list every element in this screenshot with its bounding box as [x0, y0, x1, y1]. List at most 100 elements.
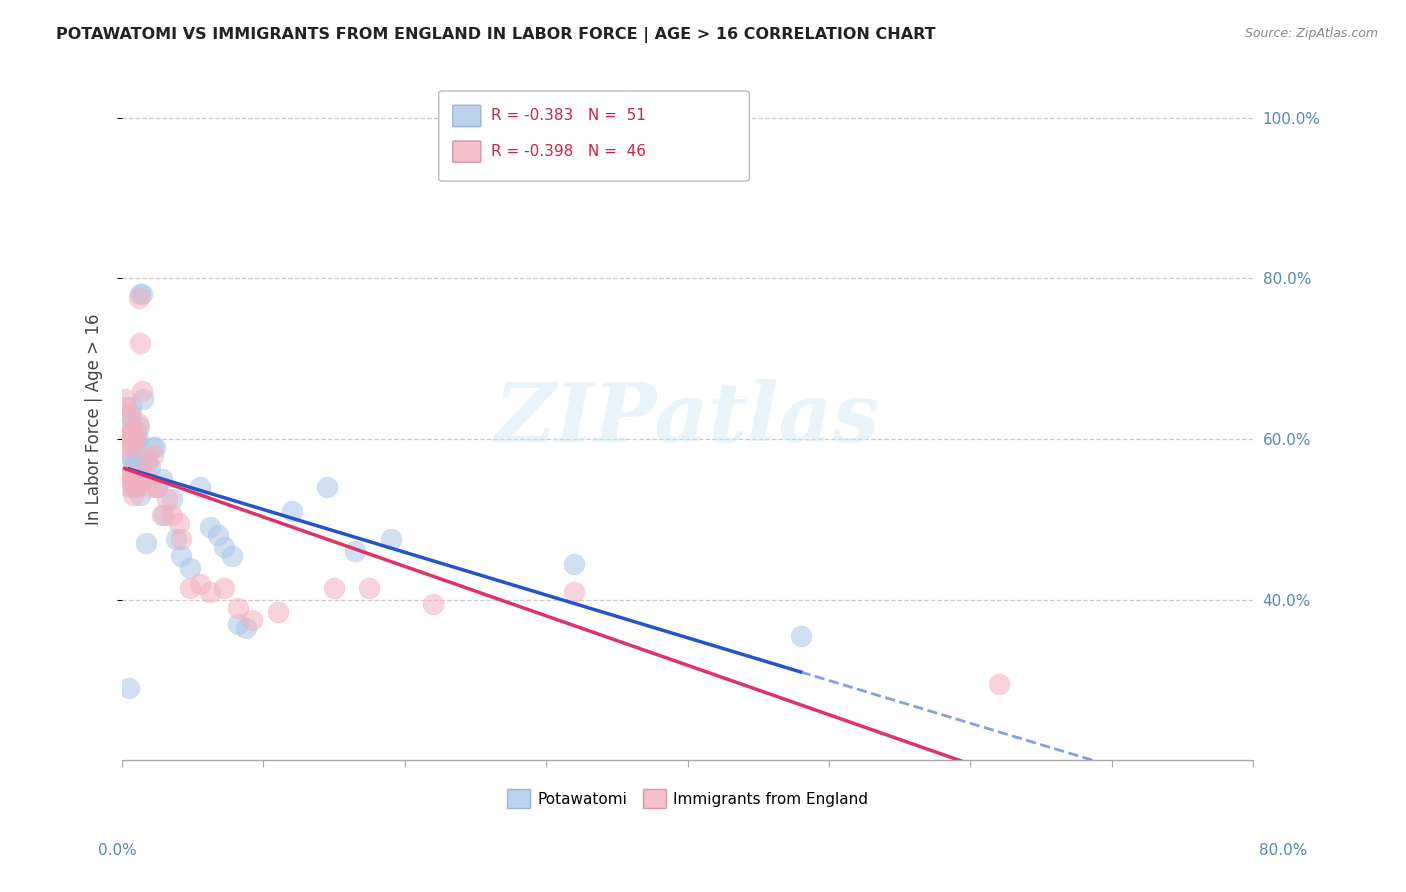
Text: 80.0%: 80.0%	[1260, 843, 1308, 858]
Point	[127, 416, 149, 430]
Point	[198, 584, 221, 599]
Point	[564, 557, 586, 571]
Point	[160, 492, 183, 507]
Point	[129, 488, 152, 502]
Point	[122, 480, 145, 494]
Point	[132, 392, 155, 406]
Point	[128, 420, 150, 434]
Point	[323, 581, 346, 595]
Text: ZIPatlas: ZIPatlas	[495, 379, 880, 458]
Point	[136, 452, 159, 467]
Point	[121, 476, 143, 491]
Point	[124, 436, 146, 450]
Point	[120, 408, 142, 422]
Point	[134, 452, 156, 467]
Point	[179, 581, 201, 595]
Point	[118, 432, 141, 446]
Point	[125, 480, 148, 494]
Point	[212, 581, 235, 595]
Point	[124, 456, 146, 470]
Point	[188, 480, 211, 494]
Point	[120, 400, 142, 414]
Point	[170, 549, 193, 563]
Point	[127, 468, 149, 483]
Point	[221, 549, 243, 563]
Point	[114, 392, 136, 406]
Point	[129, 335, 152, 350]
Point	[124, 468, 146, 483]
Point	[118, 480, 141, 494]
Point	[359, 581, 381, 595]
Point	[188, 576, 211, 591]
Text: Source: ZipAtlas.com: Source: ZipAtlas.com	[1244, 27, 1378, 40]
Point	[129, 456, 152, 470]
Point	[117, 468, 139, 483]
Point	[165, 533, 187, 547]
Point	[121, 432, 143, 446]
Point	[266, 605, 288, 619]
Text: R = -0.398   N =  46: R = -0.398 N = 46	[491, 145, 645, 159]
Point	[139, 460, 162, 475]
Point	[150, 508, 173, 523]
Point	[789, 629, 811, 643]
Point	[212, 541, 235, 555]
Point	[121, 432, 143, 446]
Point	[142, 448, 165, 462]
Point	[146, 480, 169, 494]
Point	[118, 408, 141, 422]
Point	[127, 476, 149, 491]
Point	[131, 384, 153, 398]
Point	[124, 432, 146, 446]
Point	[115, 440, 138, 454]
Point	[125, 472, 148, 486]
Point	[235, 621, 257, 635]
Point	[170, 533, 193, 547]
Point	[226, 616, 249, 631]
Point	[135, 536, 157, 550]
Point	[115, 400, 138, 414]
Point	[150, 472, 173, 486]
Point	[124, 480, 146, 494]
Point	[136, 456, 159, 470]
Y-axis label: In Labor Force | Age > 16: In Labor Force | Age > 16	[86, 313, 103, 524]
Point	[380, 533, 402, 547]
Point	[122, 488, 145, 502]
Point	[128, 292, 150, 306]
Point	[139, 480, 162, 494]
Point	[118, 681, 141, 695]
Point	[207, 528, 229, 542]
Point	[122, 460, 145, 475]
Point	[127, 432, 149, 446]
Point	[316, 480, 339, 494]
Point	[240, 613, 263, 627]
Point	[156, 492, 179, 507]
Point	[280, 504, 302, 518]
Point	[131, 287, 153, 301]
Point	[987, 677, 1010, 691]
Point	[128, 476, 150, 491]
Point	[143, 440, 166, 454]
Point	[120, 416, 142, 430]
Point	[129, 287, 152, 301]
Point	[125, 432, 148, 446]
Point	[118, 448, 141, 462]
Point	[120, 424, 142, 438]
Point	[226, 600, 249, 615]
Point	[179, 560, 201, 574]
Point	[422, 597, 444, 611]
Point	[160, 508, 183, 523]
Point	[132, 472, 155, 486]
Point	[344, 544, 367, 558]
Point	[121, 452, 143, 467]
Point	[125, 424, 148, 438]
Point	[146, 480, 169, 494]
Point	[198, 520, 221, 534]
Point	[121, 464, 143, 478]
Text: POTAWATOMI VS IMMIGRANTS FROM ENGLAND IN LABOR FORCE | AGE > 16 CORRELATION CHAR: POTAWATOMI VS IMMIGRANTS FROM ENGLAND IN…	[56, 27, 936, 43]
Point	[142, 440, 165, 454]
Point	[564, 584, 586, 599]
Text: R = -0.383   N =  51: R = -0.383 N = 51	[491, 109, 645, 123]
Point	[117, 428, 139, 442]
Legend: Potawatomi, Immigrants from England: Potawatomi, Immigrants from England	[501, 783, 875, 814]
Point	[121, 424, 143, 438]
